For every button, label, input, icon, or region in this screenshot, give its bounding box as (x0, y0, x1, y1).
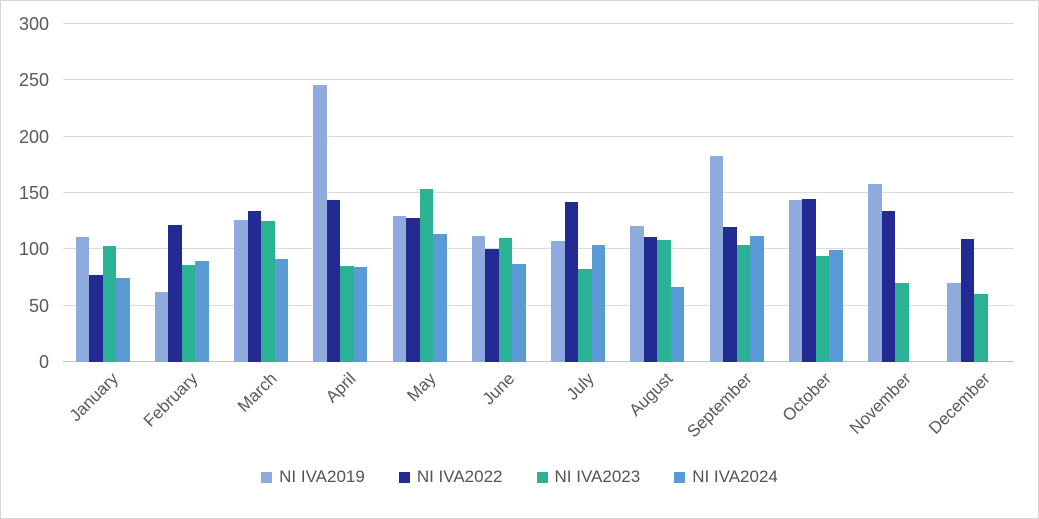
bar-group-august (618, 24, 697, 362)
legend-label: NI IVA2022 (416, 467, 503, 486)
bar-ni-iva2019 (868, 184, 882, 362)
bar-group-november (856, 24, 935, 362)
legend-label: NI IVA2024 (692, 467, 778, 486)
bar-ni-iva2024 (591, 244, 606, 362)
x-tick-label-november: November (845, 369, 915, 438)
gridline-250 (63, 79, 1014, 81)
bar-ni-iva2023 (895, 283, 909, 362)
y-tick-label-250: 250 (18, 70, 49, 91)
legend: NI IVA2019 NI IVA2022 NI IVA2023 NI IVA2024 (1, 467, 1038, 487)
bar-ni-iva2022 (723, 226, 737, 362)
gridline-200 (63, 135, 1014, 137)
gridline-150 (63, 192, 1014, 193)
legend-swatch-icon (261, 471, 273, 483)
legend-swatch-icon (536, 471, 548, 483)
bar-ni-iva2019 (234, 220, 248, 362)
bar-ni-iva2024 (512, 263, 526, 362)
legend-label: NI IVA2019 (279, 467, 365, 486)
legend-item-ni-iva2024: NI IVA2024 (674, 467, 778, 487)
bar-ni-iva2019 (313, 84, 327, 362)
bar-ni-iva2022 (960, 239, 975, 362)
x-tick-label-march: March (233, 369, 281, 416)
x-tick-label-may: May (402, 369, 440, 406)
bar-ni-iva2022 (643, 236, 658, 362)
bar-group-january (63, 24, 142, 362)
y-tick-label-150: 150 (18, 183, 49, 203)
legend-item-ni-iva2023: NI IVA2023 (536, 467, 641, 487)
bar-ni-iva2024 (750, 235, 764, 362)
bar-ni-iva2019 (947, 283, 961, 362)
x-tick-label-october: October (779, 369, 836, 426)
bar-ni-iva2019 (788, 199, 803, 362)
x-tick-label-july: July (562, 369, 598, 404)
bar-ni-iva2019 (471, 235, 486, 362)
x-tick-label-june: June (478, 369, 519, 409)
y-tick-label-0: 0 (38, 352, 49, 372)
bar-ni-iva2019 (75, 236, 90, 362)
bar-ni-iva2024 (829, 250, 843, 362)
bar-ni-iva2022 (89, 275, 103, 362)
bar-ni-iva2023 (974, 294, 988, 362)
bar-ni-iva2023 (419, 188, 434, 362)
bar-ni-iva2022 (802, 198, 816, 362)
bar-group-september (697, 24, 776, 362)
bar-ni-iva2022 (168, 224, 182, 362)
bar-ni-iva2022 (406, 217, 420, 362)
bar-group-december (935, 24, 1014, 362)
bar-ni-iva2019 (392, 215, 407, 362)
bar-ni-iva2024 (353, 267, 368, 362)
bar-ni-iva2019 (630, 225, 644, 362)
bar-ni-iva2024 (116, 277, 130, 362)
legend-item-ni-iva2022: NI IVA2022 (398, 467, 503, 487)
legend-item-ni-iva2019: NI IVA2019 (261, 467, 365, 487)
y-tick-label-200: 200 (18, 126, 49, 147)
y-tick-label-50: 50 (28, 295, 49, 316)
y-tick-label-300: 300 (18, 14, 49, 34)
legend-swatch-icon (674, 471, 686, 483)
bar-ni-iva2019 (709, 155, 724, 362)
bar-group-july (539, 24, 618, 362)
bar-group-may (380, 24, 459, 362)
bar-ni-iva2023 (657, 240, 671, 362)
legend-label: NI IVA2023 (554, 467, 641, 486)
gridline-100 (63, 248, 1014, 250)
bar-ni-iva2023 (736, 244, 751, 362)
bar-ni-iva2019 (154, 292, 169, 362)
bar-group-march (222, 24, 301, 362)
plot-area (63, 23, 1014, 362)
bar-ni-iva2023 (578, 268, 592, 362)
bar-ni-iva2024 (195, 260, 209, 362)
x-axis-line (63, 361, 1014, 362)
x-tick-label-august: August (625, 369, 677, 420)
bar-ni-iva2023 (102, 245, 117, 362)
bar-group-february (142, 24, 221, 362)
bar-group-october (776, 24, 855, 362)
bar-ni-iva2024 (433, 233, 447, 362)
x-tick-label-february: February (139, 369, 202, 431)
bar-ni-iva2023 (340, 266, 354, 362)
bar-group-june (459, 24, 538, 362)
x-tick-label-april: April (322, 369, 360, 407)
bar-ni-iva2023 (815, 256, 830, 362)
x-tick-label-january: January (65, 369, 123, 426)
bar-ni-iva2023 (181, 265, 196, 362)
bar-ni-iva2023 (261, 221, 275, 362)
bar-group-april (301, 24, 380, 362)
x-tick-label-december: December (924, 369, 994, 438)
bar-ni-iva2022 (881, 211, 896, 362)
gridline-300 (63, 23, 1014, 24)
bar-ni-iva2023 (498, 238, 513, 362)
bar-ni-iva2024 (670, 286, 685, 362)
bar-ni-iva2022 (485, 249, 499, 362)
y-tick-label-100: 100 (18, 239, 49, 260)
bar-ni-iva2024 (274, 259, 289, 362)
bar-ni-iva2019 (551, 241, 565, 362)
gridline-50 (63, 304, 1014, 306)
bar-ni-iva2022 (326, 199, 341, 362)
x-tick-label-september: September (683, 369, 757, 442)
bar-ni-iva2022 (564, 202, 579, 362)
legend-swatch-icon (398, 471, 410, 483)
bar-ni-iva2022 (247, 211, 262, 362)
